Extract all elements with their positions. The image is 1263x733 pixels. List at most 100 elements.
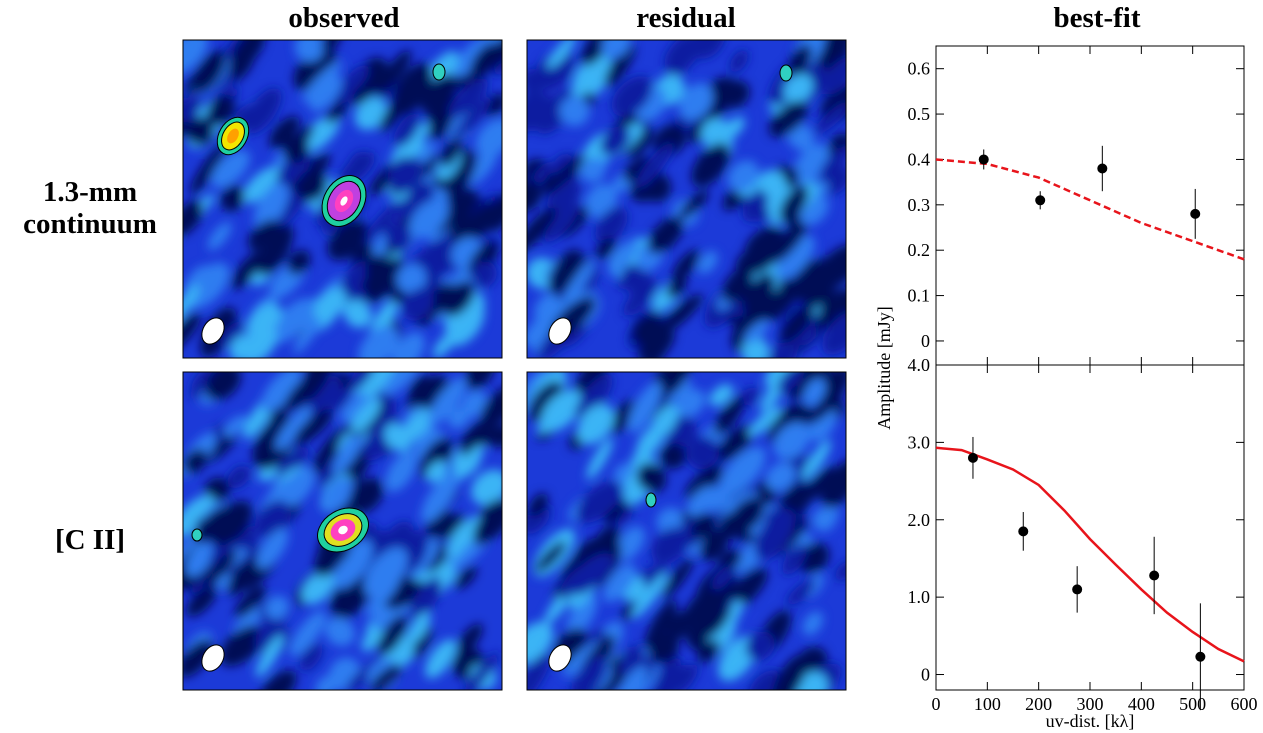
noise-blob bbox=[241, 166, 280, 204]
y-tick-label: 2.0 bbox=[908, 510, 931, 530]
x-tick-label: 400 bbox=[1128, 694, 1155, 714]
plot-frame bbox=[935, 45, 1245, 366]
noise-blob bbox=[269, 116, 300, 149]
noise-blob bbox=[818, 372, 846, 402]
noise-blob bbox=[786, 579, 816, 606]
y-tick-label: 0.3 bbox=[908, 195, 931, 215]
noise-blob bbox=[232, 606, 264, 636]
noise-blob bbox=[391, 332, 425, 358]
noise-blob bbox=[711, 566, 734, 590]
chart: 0 0.1 0.2 0.3 0.4 0.5 0.6 bbox=[908, 45, 1245, 366]
noise-blob bbox=[657, 294, 703, 335]
noise-blob bbox=[247, 219, 281, 251]
noise-blob bbox=[393, 113, 420, 147]
noise-blob bbox=[396, 263, 427, 294]
noise-blob bbox=[728, 496, 765, 534]
noise-blob bbox=[183, 448, 208, 474]
noise-blob bbox=[611, 76, 653, 117]
noise-blob bbox=[678, 389, 706, 418]
plot-frame bbox=[935, 364, 1245, 691]
noise-blob bbox=[541, 154, 586, 197]
noise-blob bbox=[183, 40, 208, 76]
noise-blob bbox=[455, 566, 477, 589]
noise-blob bbox=[269, 298, 316, 344]
noise-blob bbox=[348, 372, 377, 393]
noise-blob bbox=[203, 550, 238, 587]
noise-blob bbox=[287, 249, 311, 275]
noise-blob bbox=[631, 572, 669, 619]
noise-blob bbox=[777, 372, 805, 394]
noise-blob bbox=[714, 396, 744, 435]
noise-blob bbox=[616, 526, 645, 561]
noise-blob bbox=[719, 446, 766, 495]
map-noise bbox=[183, 40, 502, 358]
noise-blob bbox=[565, 594, 598, 638]
y-tick-label: 0 bbox=[921, 331, 930, 351]
noise-blob bbox=[764, 372, 786, 385]
noise-blob bbox=[685, 465, 724, 500]
noise-blob bbox=[343, 299, 372, 328]
noise-blob bbox=[706, 600, 744, 649]
data-point bbox=[1097, 163, 1108, 174]
noise-blob bbox=[527, 653, 551, 690]
noise-blob bbox=[299, 643, 323, 671]
noise-blob bbox=[640, 332, 676, 358]
map bbox=[527, 372, 846, 690]
noise-blob bbox=[219, 625, 264, 667]
y-tick-label: 0.4 bbox=[908, 149, 931, 169]
y-tick-label: 1.0 bbox=[908, 587, 931, 607]
noise-blob bbox=[231, 250, 264, 290]
noise-blob bbox=[584, 183, 618, 218]
noise-blob bbox=[447, 196, 484, 240]
noise-blob bbox=[699, 529, 729, 562]
noise-blob bbox=[365, 254, 396, 285]
noise-blob bbox=[809, 40, 846, 75]
noise-blob bbox=[185, 541, 214, 578]
noise-blob bbox=[644, 599, 677, 650]
noise-blob bbox=[260, 372, 302, 413]
noise-blob bbox=[772, 654, 808, 690]
y-tick-label: 0 bbox=[921, 665, 930, 685]
noise-blob bbox=[186, 586, 217, 617]
noise-blob bbox=[323, 477, 352, 513]
noise-blob bbox=[782, 544, 807, 575]
noise-blob bbox=[636, 462, 667, 493]
maps bbox=[183, 40, 846, 690]
noise-blob bbox=[408, 198, 449, 239]
noise-blob bbox=[792, 143, 831, 185]
noise-blob bbox=[387, 155, 424, 193]
noise-blob bbox=[254, 500, 292, 538]
noise-blob bbox=[697, 251, 718, 274]
noise-blob bbox=[296, 169, 328, 202]
noise-blob bbox=[572, 52, 612, 101]
noise-blob bbox=[227, 465, 251, 489]
noise-blob bbox=[452, 40, 492, 78]
noise-blob bbox=[612, 665, 648, 690]
noise-blob bbox=[363, 547, 408, 598]
y-tick-label: 4.0 bbox=[908, 355, 931, 375]
noise-blob bbox=[425, 460, 448, 483]
noise-blob bbox=[548, 249, 583, 295]
data-point bbox=[1195, 651, 1206, 662]
noise-blob bbox=[570, 655, 608, 690]
data-point bbox=[978, 154, 989, 165]
noise-blob bbox=[402, 287, 434, 321]
noise-blob bbox=[462, 652, 500, 690]
noise-blob bbox=[376, 50, 412, 95]
noise-blob bbox=[207, 221, 232, 251]
noise-blob bbox=[189, 144, 226, 195]
noise-blob bbox=[283, 372, 324, 411]
noise-blob bbox=[405, 612, 431, 646]
noise-blob bbox=[802, 611, 823, 636]
noise-blob bbox=[600, 126, 631, 156]
noise-blob bbox=[656, 656, 681, 686]
noise-blob bbox=[223, 415, 248, 437]
noise-blob bbox=[364, 372, 398, 398]
noise-blob bbox=[623, 279, 658, 317]
noise-blob bbox=[816, 244, 846, 289]
noise-blob bbox=[205, 372, 241, 400]
noise-blob bbox=[183, 97, 198, 123]
x-tick-label: 500 bbox=[1179, 694, 1206, 714]
noise-blob bbox=[580, 157, 606, 183]
noise-blob bbox=[428, 377, 467, 426]
